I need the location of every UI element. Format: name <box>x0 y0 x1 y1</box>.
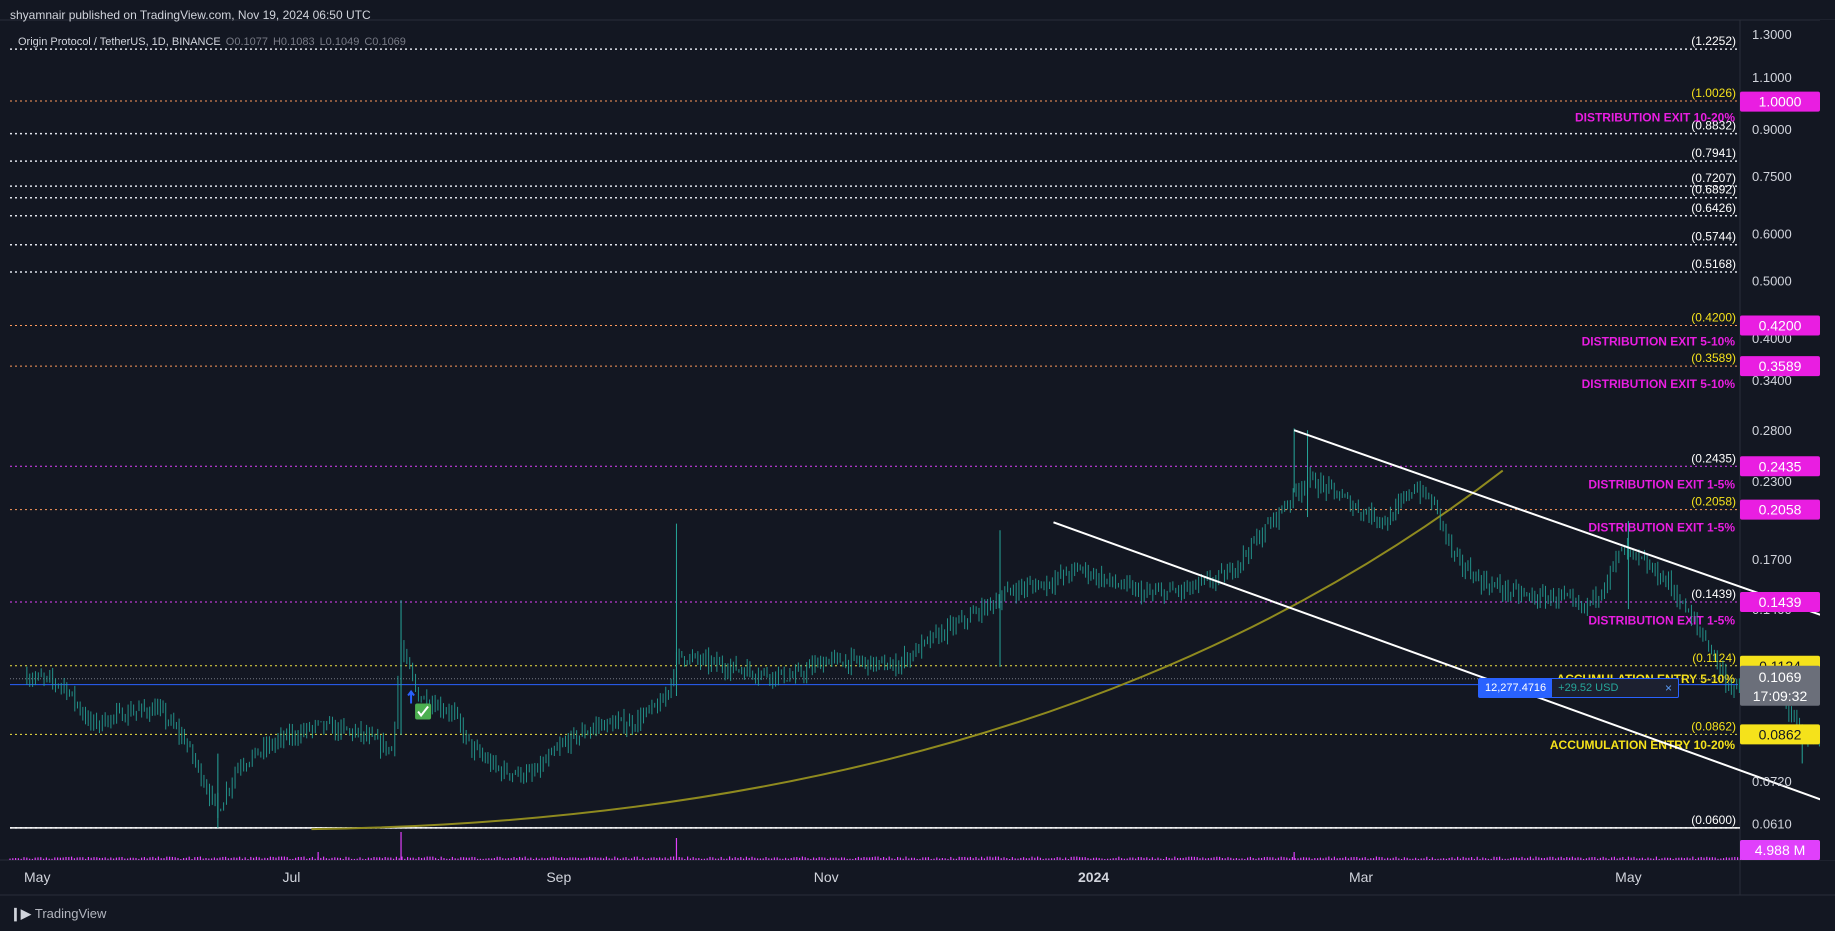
level-label: (0.5744) <box>1691 230 1736 244</box>
y-tick-label: 0.9000 <box>1752 122 1792 137</box>
symbol-legend[interactable]: Origin Protocol / TetherUS, 1D, BINANCE O… <box>18 36 406 48</box>
price-tag-label: 0.4200 <box>1759 318 1802 334</box>
price-tag <box>1740 315 1820 336</box>
level-label: (0.0862) <box>1691 719 1736 733</box>
level-label: (0.5168) <box>1691 257 1736 271</box>
level-label: (0.7941) <box>1691 146 1736 160</box>
channel-line <box>1053 521 1835 806</box>
x-tick-label: Jul <box>282 869 300 885</box>
close-position-icon[interactable]: × <box>1664 681 1672 695</box>
price-tag <box>1740 456 1820 477</box>
y-tick-label: 0.2300 <box>1752 474 1792 489</box>
level-label: (0.6892) <box>1691 183 1736 197</box>
level-label: (0.2058) <box>1691 495 1736 509</box>
x-tick-label: May <box>1615 869 1641 885</box>
ohlc-low: L0.1049 <box>319 36 360 48</box>
price-tag-label: 0.2058 <box>1759 502 1802 518</box>
y-tick-label: 1.3000 <box>1752 27 1792 42</box>
level-label: (0.0600) <box>1691 813 1736 827</box>
tradingview-logo[interactable]: ❙▶ TradingView <box>10 906 106 922</box>
level-label: (0.8832) <box>1691 119 1736 133</box>
position-pnl: +29.52 USD <box>1558 682 1619 694</box>
level-label: (1.2252) <box>1691 34 1736 48</box>
x-tick-label: 2024 <box>1078 869 1109 885</box>
y-tick-label: 0.3400 <box>1752 373 1792 388</box>
zone-label: DISTRIBUTION EXIT 1-5% <box>1588 477 1735 491</box>
y-tick-label: 0.0720 <box>1752 774 1792 789</box>
tv-logo-icon: ❙▶ <box>10 906 31 921</box>
level-label: (0.7207) <box>1691 171 1736 185</box>
y-tick-label: 0.5000 <box>1752 274 1792 289</box>
published-caption: shyamnair published on TradingView.com, … <box>10 8 371 22</box>
position-widget[interactable]: 12,277.4716 +29.52 USD × <box>1478 678 1679 698</box>
level-label: (1.0026) <box>1691 86 1736 100</box>
position-quantity: 12,277.4716 <box>1479 679 1553 697</box>
scale-padding <box>1820 20 1835 860</box>
price-tag <box>1740 499 1820 520</box>
symbol-title: Origin Protocol / TetherUS, 1D, BINANCE <box>18 36 221 48</box>
level-label: (0.6426) <box>1691 201 1736 215</box>
price-tag-label: 1.0000 <box>1759 94 1802 110</box>
zone-label: DISTRIBUTION EXIT 1-5% <box>1588 613 1735 627</box>
x-tick-label: May <box>24 869 50 885</box>
ohlc-close: C0.1069 <box>364 36 406 48</box>
zone-label: DISTRIBUTION EXIT 5-10% <box>1582 377 1736 391</box>
price-tag-label: 0.3589 <box>1759 358 1802 374</box>
ohlc-high: H0.1083 <box>272 36 315 48</box>
last-price-label: 0.1069 <box>1759 669 1802 685</box>
level-label: (0.4200) <box>1691 311 1736 325</box>
x-tick-label: Sep <box>546 869 571 885</box>
price-tag <box>1740 592 1820 613</box>
price-tag-label: 0.2435 <box>1759 458 1802 474</box>
price-tag <box>1740 91 1820 112</box>
last-price-tag <box>1740 665 1820 706</box>
y-tick-label: 0.6000 <box>1752 226 1792 241</box>
tradingview-logo-text: TradingView <box>34 906 107 921</box>
candles <box>26 428 1834 828</box>
volume-tag-label: 4.988 M <box>1755 842 1806 858</box>
level-label: (0.2435) <box>1691 451 1736 465</box>
level-label: (0.1439) <box>1691 587 1736 601</box>
y-tick-label: 0.7500 <box>1752 169 1792 184</box>
volume-bars <box>9 832 1835 860</box>
zone-label: DISTRIBUTION EXIT 1-5% <box>1588 521 1735 535</box>
y-tick-label: 0.0610 <box>1752 817 1792 832</box>
price-tag-label: 0.0862 <box>1759 726 1802 742</box>
checkmark-glyph <box>417 705 429 718</box>
up-arrow-icon <box>407 689 415 704</box>
x-tick-label: Nov <box>814 869 839 885</box>
price-tag <box>1740 724 1820 745</box>
parabolic-curve <box>311 469 1504 831</box>
y-tick-label: 1.1000 <box>1752 70 1792 85</box>
zone-label: DISTRIBUTION EXIT 5-10% <box>1582 334 1736 348</box>
level-label: (0.3589) <box>1691 351 1736 365</box>
price-tag <box>1740 356 1820 377</box>
zone-label: ACCUMULATION ENTRY 10-20% <box>1550 738 1735 752</box>
y-tick-label: 0.1700 <box>1752 552 1792 567</box>
x-tick-label: Mar <box>1349 869 1373 885</box>
y-tick-label: 0.2800 <box>1752 423 1792 438</box>
zone-label: DISTRIBUTION EXIT 10-20% <box>1575 111 1735 125</box>
volume-tag <box>1740 840 1820 860</box>
price-tag-label: 0.1439 <box>1759 594 1802 610</box>
ohlc-open: O0.1077 <box>225 36 268 48</box>
countdown-label: 17:09:32 <box>1753 688 1808 704</box>
